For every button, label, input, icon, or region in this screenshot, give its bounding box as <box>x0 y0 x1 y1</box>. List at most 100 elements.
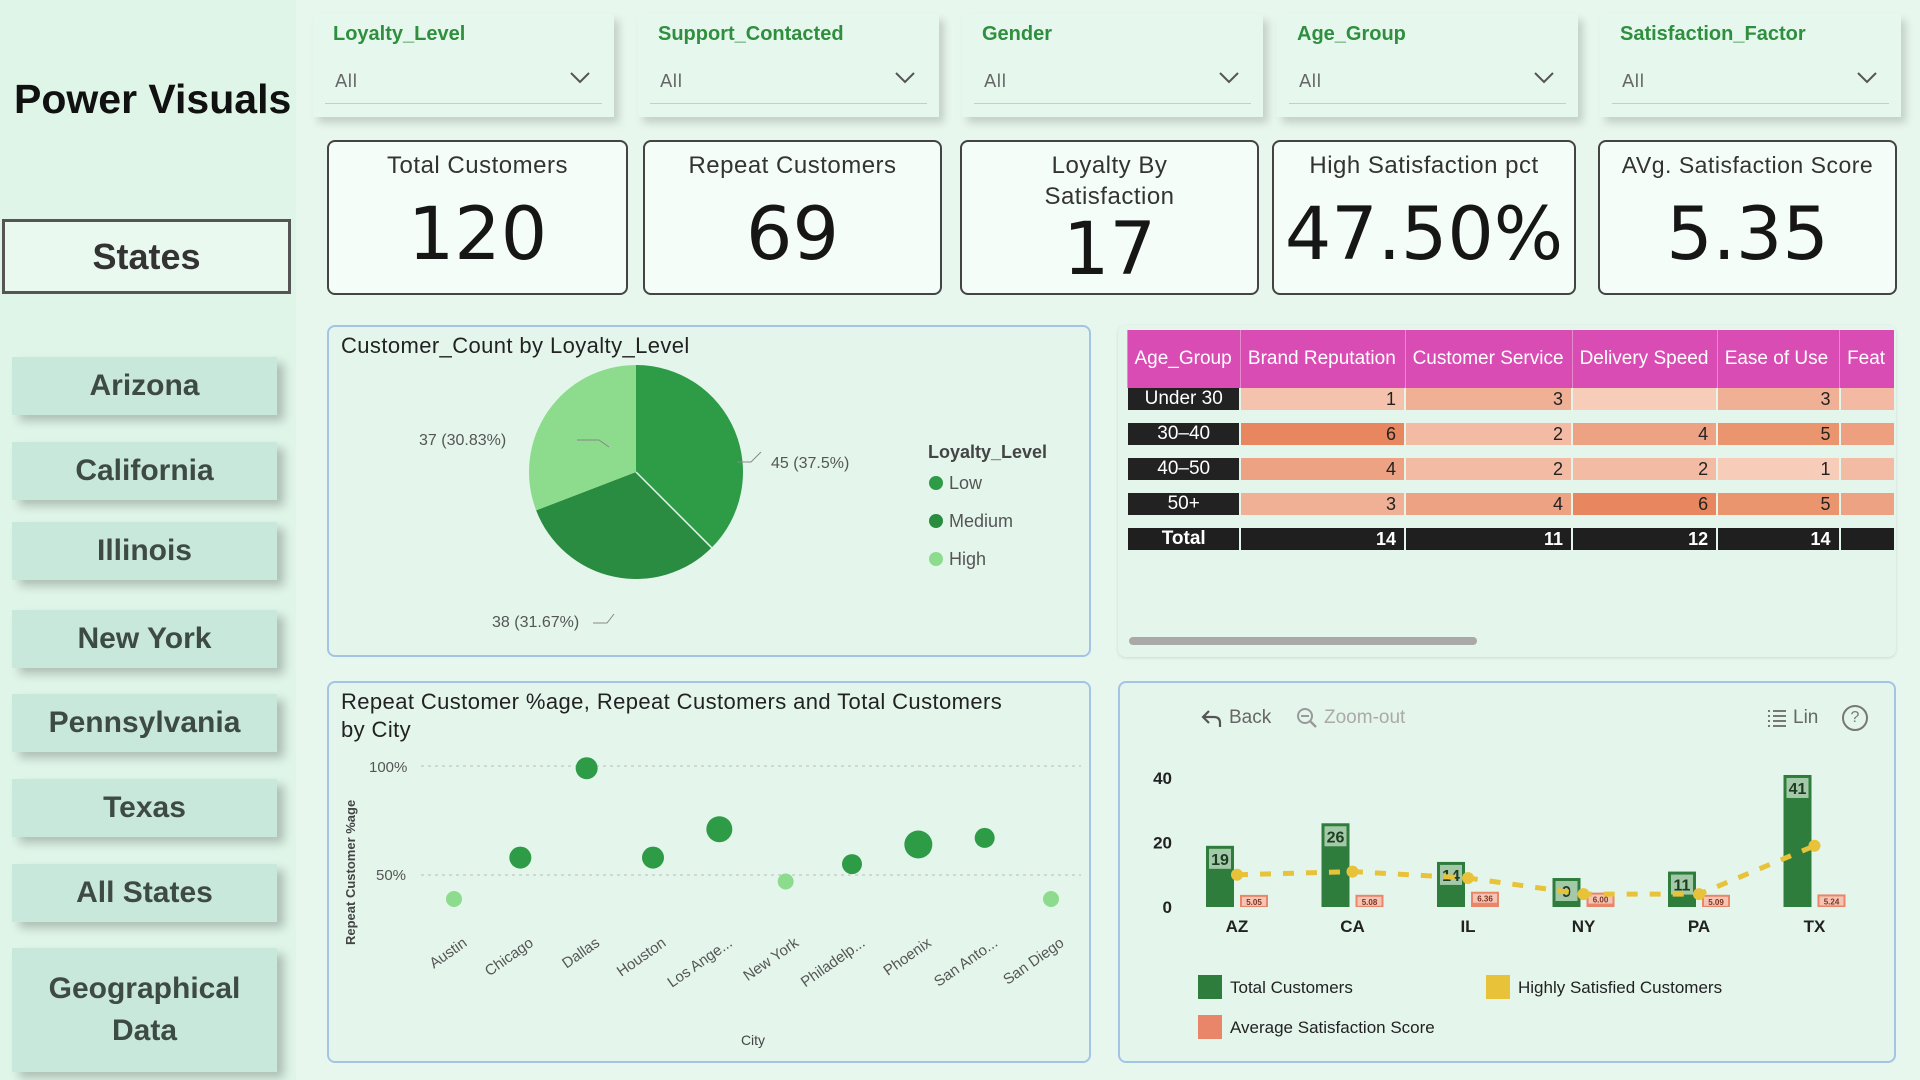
legend-swatch-avg-satisfaction <box>1198 1015 1222 1039</box>
back-label: Back <box>1229 707 1272 728</box>
pie-slice-medium[interactable] <box>536 472 712 579</box>
line-point[interactable] <box>1693 888 1705 901</box>
matrix-row: 50+ 3 4 6 5 <box>1126 486 1894 528</box>
bar-label-bg <box>1324 826 1347 847</box>
pie-slice-low[interactable] <box>636 365 743 548</box>
scatter-point[interactable] <box>904 830 933 859</box>
x-tick-label: Houston <box>614 934 670 980</box>
legend-item-high[interactable]: High <box>949 549 986 569</box>
slicer-value: All <box>1299 71 1322 92</box>
nav-pennsylvania-button[interactable]: Pennsylvania <box>12 694 277 752</box>
scatter-point[interactable] <box>777 873 794 890</box>
x-tick-label: IL <box>1460 917 1475 936</box>
back-arrow-icon <box>1201 710 1222 727</box>
legend-item-medium[interactable]: Medium <box>949 511 1013 531</box>
age-group-matrix: Age_Group Brand Reputation Customer Serv… <box>1126 330 1894 550</box>
matrix-cell <box>1571 388 1718 423</box>
matrix-cell: 4 <box>1571 416 1718 458</box>
matrix-header[interactable]: Brand Reputation <box>1239 330 1406 388</box>
chevron-down-icon <box>1219 72 1239 84</box>
nav-texas-button[interactable]: Texas <box>12 779 277 837</box>
line-point[interactable] <box>1577 888 1590 901</box>
scatter-point[interactable] <box>509 846 532 869</box>
nav-arizona-button[interactable]: Arizona <box>12 357 277 415</box>
bar-label-bg <box>1242 896 1266 906</box>
slicer-dropdown[interactable]: All <box>974 60 1251 104</box>
matrix-row: 40–50 4 2 2 1 <box>1126 451 1894 493</box>
x-tick-label: New York <box>740 934 802 985</box>
scatter-chart: 100% 50% Repeat Customer %age City Austi… <box>343 757 1081 1048</box>
zoom-out-button[interactable]: Zoom-out <box>1296 707 1405 729</box>
x-tick-label: San Diego <box>1000 934 1067 988</box>
slicer-dropdown[interactable]: All <box>1612 60 1889 104</box>
nav-all-states-button[interactable]: All States <box>12 864 277 922</box>
matrix-cell: 3 <box>1239 486 1406 528</box>
states-header: States <box>2 219 291 294</box>
scatter-point[interactable] <box>974 827 995 848</box>
kpi-value: 69 <box>746 192 839 277</box>
bar-label-bg <box>1671 874 1693 895</box>
matrix-cell: 6 <box>1571 486 1718 528</box>
kpi-title: Loyalty By Satisfaction <box>1044 152 1175 210</box>
legend-item-low[interactable]: Low <box>949 473 983 493</box>
x-tick-label: Philadelp... <box>798 934 869 990</box>
x-axis-label: City <box>741 1032 765 1048</box>
back-button[interactable]: Back <box>1201 707 1271 729</box>
bar-data-label: 5.08 <box>1362 898 1378 907</box>
chevron-down-icon <box>895 72 915 84</box>
matrix-header[interactable]: Ease of Use <box>1716 330 1840 388</box>
line-point[interactable] <box>1462 872 1474 884</box>
x-tick-label: Austin <box>426 934 470 972</box>
nav-illinois-button[interactable]: Illinois <box>12 522 277 580</box>
kpi-repeat-customers: Repeat Customers 69 <box>643 140 942 295</box>
zoom-out-label: Zoom-out <box>1324 707 1406 728</box>
matrix-horizontal-scrollbar[interactable] <box>1129 637 1477 645</box>
x-tick-label: TX <box>1804 917 1826 936</box>
kpi-value: 47.50% <box>1284 192 1564 277</box>
slicer-dropdown[interactable]: All <box>325 60 602 104</box>
scatter-point[interactable] <box>706 816 733 843</box>
line-point[interactable] <box>1231 868 1243 881</box>
pie-chart-panel: Customer_Count by Loyalty_Level 45 (37.5… <box>327 325 1091 657</box>
matrix-header[interactable]: Customer Service <box>1404 330 1573 388</box>
pie-legend-title: Loyalty_Level <box>928 442 1047 462</box>
x-tick-label: PA <box>1688 917 1710 936</box>
slicer-value: All <box>660 71 683 92</box>
slicer-dropdown[interactable]: All <box>1289 60 1566 104</box>
kpi-total-customers: Total Customers 120 <box>327 140 628 295</box>
line-point[interactable] <box>1808 839 1821 852</box>
list-icon <box>1768 710 1786 727</box>
scatter-point[interactable] <box>642 846 664 869</box>
scatter-point[interactable] <box>575 757 598 780</box>
nav-geographical-data-button[interactable]: Geographical Data <box>12 948 277 1072</box>
matrix-header[interactable]: Age_Group <box>1126 330 1241 388</box>
matrix-row-header: Under 30 <box>1126 388 1241 423</box>
legend-highly-satisfied-customers[interactable]: Highly Satisfied Customers <box>1518 978 1723 997</box>
scatter-chart-title-line2: by City <box>341 717 412 742</box>
kpi-title: Repeat Customers <box>688 152 897 179</box>
highly-satisfied-line <box>1236 843 1816 897</box>
legend-total-customers[interactable]: Total Customers <box>1230 978 1353 997</box>
matrix-header[interactable]: Feat <box>1839 330 1894 388</box>
slicer-dropdown[interactable]: All <box>650 60 927 104</box>
bar-label-bg <box>1704 896 1728 906</box>
x-tick-label: CA <box>1340 917 1365 936</box>
kpi-value: 120 <box>407 192 548 277</box>
kpi-high-satisfaction-pct: High Satisfaction pct 47.50% <box>1272 140 1576 295</box>
nav-new-york-button[interactable]: New York <box>12 610 277 668</box>
nav-california-button[interactable]: California <box>12 442 277 500</box>
pie-slice-divider <box>635 471 713 549</box>
brand-title: Power Visuals <box>14 76 292 122</box>
line-point[interactable] <box>1346 865 1359 878</box>
scatter-point[interactable] <box>446 891 462 907</box>
pie-slice-high[interactable] <box>529 365 636 511</box>
bar-data-label: 6.36 <box>1477 895 1493 904</box>
slicer-loyalty-level: Loyalty_Level All <box>313 14 614 117</box>
list-view-button[interactable]: Lin <box>1767 707 1818 729</box>
matrix-header[interactable]: Delivery Speed <box>1571 330 1718 388</box>
legend-average-satisfaction-score[interactable]: Average Satisfaction Score <box>1230 1018 1435 1037</box>
matrix-row: 30–40 6 2 4 5 <box>1126 416 1894 458</box>
scatter-point[interactable] <box>842 854 862 875</box>
help-icon[interactable]: ? <box>1842 705 1868 731</box>
scatter-point[interactable] <box>1043 891 1059 907</box>
